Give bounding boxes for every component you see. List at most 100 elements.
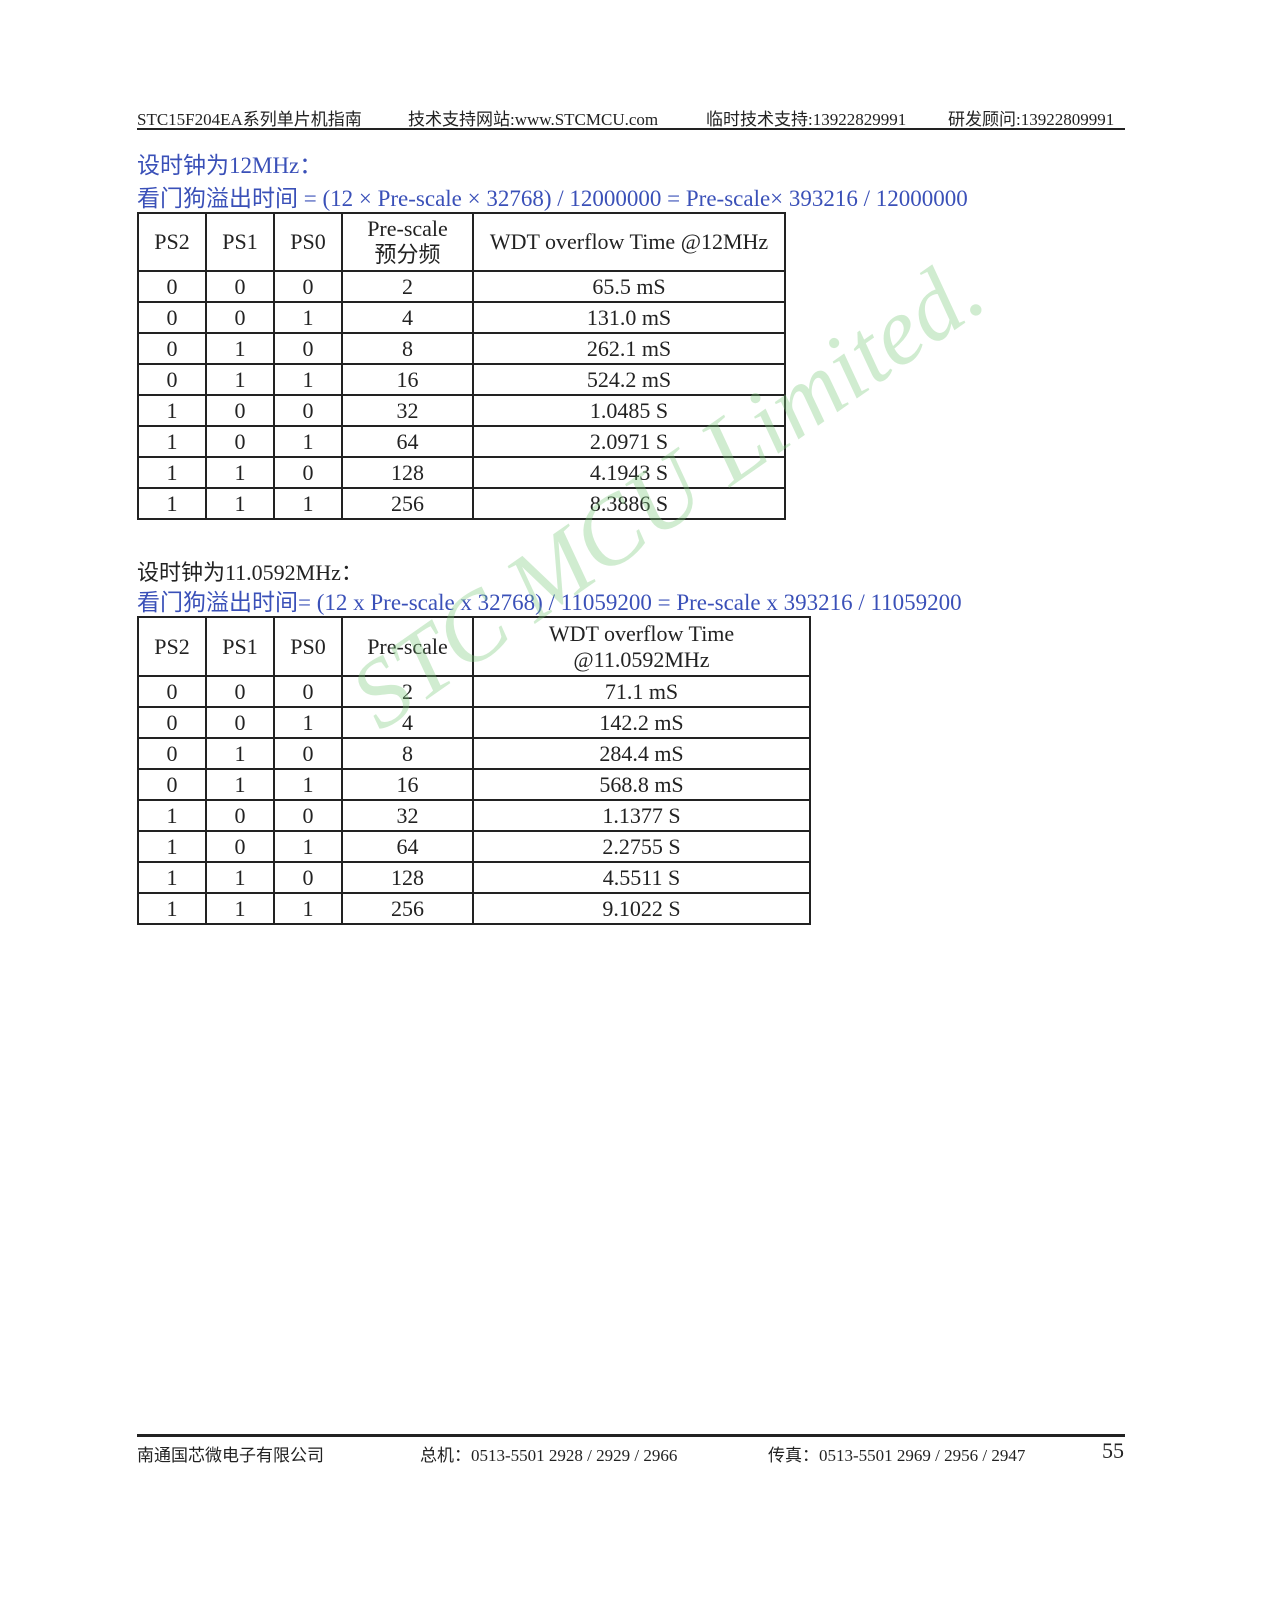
footer-company: 南通国芯微电子有限公司 bbox=[137, 1446, 324, 1465]
wdt-table-12mhz: PS2 PS1 PS0 Pre-scale 预分频 WDT overflow Time … bbox=[137, 212, 786, 520]
column-header: Pre-scale bbox=[341, 616, 474, 677]
table-row: 1 0 0 32 1.0485 S bbox=[137, 394, 786, 427]
table-cell: 1.0485 S bbox=[472, 394, 786, 427]
table-cell: 0 bbox=[205, 799, 275, 832]
table-cell: 1 bbox=[137, 892, 207, 925]
header-consultant: 研发顾问:13922809991 bbox=[948, 110, 1115, 129]
table-cell: 2 bbox=[341, 675, 474, 708]
table-cell: 1.1377 S bbox=[472, 799, 811, 832]
table-cell: 64 bbox=[341, 425, 474, 458]
column-header: PS0 bbox=[273, 616, 343, 677]
table-cell: 8 bbox=[341, 737, 474, 770]
column-header: PS0 bbox=[273, 212, 343, 272]
table-cell: 0 bbox=[273, 861, 343, 894]
section1-formula: 看门狗溢出时间 = (12 × Pre-scale × 32768) / 120… bbox=[137, 186, 968, 211]
table-cell: 1 bbox=[205, 487, 275, 520]
wdt-table-11-0592mhz: PS2 PS1 PS0 Pre-scale WDT overflow Time @11.… bbox=[137, 616, 811, 925]
column-header: WDT overflow Time @12MHz bbox=[472, 212, 786, 272]
table-cell: 256 bbox=[341, 487, 474, 520]
table-cell: 0 bbox=[273, 332, 343, 365]
column-header: PS1 bbox=[205, 616, 275, 677]
column-header: PS2 bbox=[137, 212, 207, 272]
table-row: 1 0 0 32 1.1377 S bbox=[137, 799, 811, 832]
table-cell: 64 bbox=[341, 830, 474, 863]
table-cell: 2.0971 S bbox=[472, 425, 786, 458]
table-cell: 16 bbox=[341, 768, 474, 801]
table-cell: 0 bbox=[205, 425, 275, 458]
footer-fax: 传真：0513-5501 2969 / 2956 / 2947 bbox=[768, 1446, 1026, 1465]
page-number: 55 bbox=[1102, 1438, 1124, 1463]
table-cell: 0 bbox=[137, 332, 207, 365]
table-row: 1 1 0 128 4.1943 S bbox=[137, 456, 786, 489]
table-cell: 0 bbox=[137, 768, 207, 801]
table-cell: 1 bbox=[273, 892, 343, 925]
table-cell: 0 bbox=[205, 706, 275, 739]
table-cell: 4 bbox=[341, 301, 474, 334]
table-cell: 1 bbox=[205, 768, 275, 801]
table-cell: 284.4 mS bbox=[472, 737, 811, 770]
table-cell: 8 bbox=[341, 332, 474, 365]
table-row: 1 1 1 256 9.1022 S bbox=[137, 892, 811, 925]
table-cell: 128 bbox=[341, 861, 474, 894]
table-cell: 2 bbox=[341, 270, 474, 303]
table-cell: 0 bbox=[137, 737, 207, 770]
section1-clock: 设时钟为12MHz： bbox=[137, 153, 323, 178]
header-support: 临时技术支持:13922829991 bbox=[706, 110, 907, 129]
table-cell: 2.2755 S bbox=[472, 830, 811, 863]
table-cell: 1 bbox=[273, 768, 343, 801]
table-cell: 1 bbox=[205, 332, 275, 365]
table-cell: 0 bbox=[205, 675, 275, 708]
table-cell: 1 bbox=[273, 830, 343, 863]
table-cell: 1 bbox=[205, 737, 275, 770]
table-cell: 1 bbox=[137, 487, 207, 520]
table-cell: 262.1 mS bbox=[472, 332, 786, 365]
table-cell: 1 bbox=[137, 799, 207, 832]
table-cell: 524.2 mS bbox=[472, 363, 786, 396]
section2-clock: 设时钟为11.0592MHz： bbox=[137, 560, 363, 585]
table-cell: 8.3886 S bbox=[472, 487, 786, 520]
table-cell: 4 bbox=[341, 706, 474, 739]
table-cell: 568.8 mS bbox=[472, 768, 811, 801]
column-header: PS1 bbox=[205, 212, 275, 272]
table-row: 0 1 1 16 568.8 mS bbox=[137, 768, 811, 801]
footer-phone: 总机：0513-5501 2928 / 2929 / 2966 bbox=[420, 1446, 678, 1465]
table-row: 0 1 0 8 284.4 mS bbox=[137, 737, 811, 770]
table-cell: 1 bbox=[205, 363, 275, 396]
table-row: 0 1 0 8 262.1 mS bbox=[137, 332, 786, 365]
table-cell: 0 bbox=[137, 363, 207, 396]
table-cell: 0 bbox=[273, 456, 343, 489]
table-cell: 16 bbox=[341, 363, 474, 396]
table-cell: 0 bbox=[205, 394, 275, 427]
table-cell: 1 bbox=[137, 861, 207, 894]
table-cell: 0 bbox=[137, 675, 207, 708]
table-cell: 1 bbox=[273, 706, 343, 739]
table-cell: 1 bbox=[137, 425, 207, 458]
table-cell: 0 bbox=[205, 830, 275, 863]
table-cell: 0 bbox=[273, 737, 343, 770]
table-row: 1 0 1 64 2.2755 S bbox=[137, 830, 811, 863]
column-header: Pre-scale 预分频 bbox=[341, 212, 474, 272]
table-cell: 0 bbox=[137, 270, 207, 303]
table-cell: 32 bbox=[341, 394, 474, 427]
table-cell: 0 bbox=[205, 270, 275, 303]
table-cell: 1 bbox=[273, 487, 343, 520]
table-cell: 4.1943 S bbox=[472, 456, 786, 489]
table-cell: 1 bbox=[137, 394, 207, 427]
table-cell: 1 bbox=[273, 301, 343, 334]
table-row: 0 0 1 4 142.2 mS bbox=[137, 706, 811, 739]
table-cell: 1 bbox=[273, 425, 343, 458]
table-cell: 256 bbox=[341, 892, 474, 925]
table-row: 1 1 1 256 8.3886 S bbox=[137, 487, 786, 520]
table-cell: 0 bbox=[273, 270, 343, 303]
table-cell: 1 bbox=[273, 363, 343, 396]
table-cell: 0 bbox=[137, 706, 207, 739]
table-cell: 128 bbox=[341, 456, 474, 489]
table-cell: 32 bbox=[341, 799, 474, 832]
table-cell: 1 bbox=[137, 456, 207, 489]
table-cell: 1 bbox=[137, 830, 207, 863]
header-website: 技术支持网站:www.STCMCU.com bbox=[408, 110, 659, 129]
table-cell: 1 bbox=[205, 861, 275, 894]
table-row: 0 0 0 2 65.5 mS bbox=[137, 270, 786, 303]
column-header: PS2 bbox=[137, 616, 207, 677]
